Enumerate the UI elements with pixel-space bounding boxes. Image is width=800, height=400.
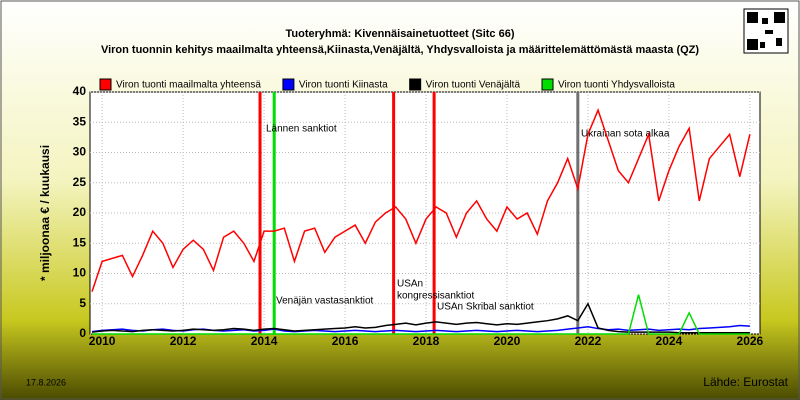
annotation: USAn Skribal sanktiot <box>437 302 534 313</box>
annotation: Ukrainan sota alkaa <box>581 129 670 140</box>
legend-swatch <box>282 78 295 91</box>
y-tick-label: 0 <box>79 326 86 340</box>
chart-title: Tuoteryhmä: Kivennäisainetuotteet (Sitc … <box>285 28 514 40</box>
legend-swatch <box>99 78 112 91</box>
y-tick-label: 35 <box>73 114 87 128</box>
x-tick-label: 2022 <box>575 334 602 348</box>
x-tick-label: 2020 <box>494 334 521 348</box>
y-tick-label: 25 <box>73 175 87 189</box>
annotation: kongressisanktiot <box>397 291 474 302</box>
legend-label: Viron tuonti Kiinasta <box>299 80 388 91</box>
legend-label: Viron tuonti Venäjältä <box>426 80 521 91</box>
x-tick-label: 2010 <box>89 334 116 348</box>
legend-swatch <box>409 78 422 91</box>
y-tick-label: 10 <box>73 266 87 280</box>
series-line <box>92 294 750 335</box>
y-tick-label: 40 <box>73 84 87 98</box>
annotation: Lännen sanktiot <box>266 124 337 135</box>
source: Lähde: Eurostat <box>703 375 788 389</box>
series-line <box>91 302 750 334</box>
x-tick-label: 2024 <box>656 334 683 348</box>
y-axis-label: * miljoonaa € / kuukausi <box>38 145 52 281</box>
legend-label: Viron tuonti Yhdysvalloista <box>558 80 675 91</box>
legend-label: Viron tuonti maailmalta yhteensä <box>116 80 261 91</box>
legend-swatch <box>541 78 554 91</box>
chart-subtitle: Viron tuonnin kehitys maailmalta yhteens… <box>101 44 699 56</box>
x-tick-label: 2014 <box>251 334 278 348</box>
annotation: USAn <box>397 279 423 290</box>
y-tick-label: 20 <box>73 205 87 219</box>
qr-code <box>743 8 789 54</box>
annotation: Venäjän vastasanktiot <box>276 296 374 307</box>
x-tick-label: 2016 <box>332 334 359 348</box>
x-tick-label: 2018 <box>413 334 440 348</box>
x-tick-label: 2012 <box>170 334 197 348</box>
y-tick-label: 15 <box>73 235 87 249</box>
y-tick-label: 30 <box>73 145 87 159</box>
date: 17.8.2026 <box>26 377 66 387</box>
x-tick-label: 2026 <box>737 334 764 348</box>
series-line <box>91 108 751 292</box>
y-tick-label: 5 <box>79 296 86 310</box>
